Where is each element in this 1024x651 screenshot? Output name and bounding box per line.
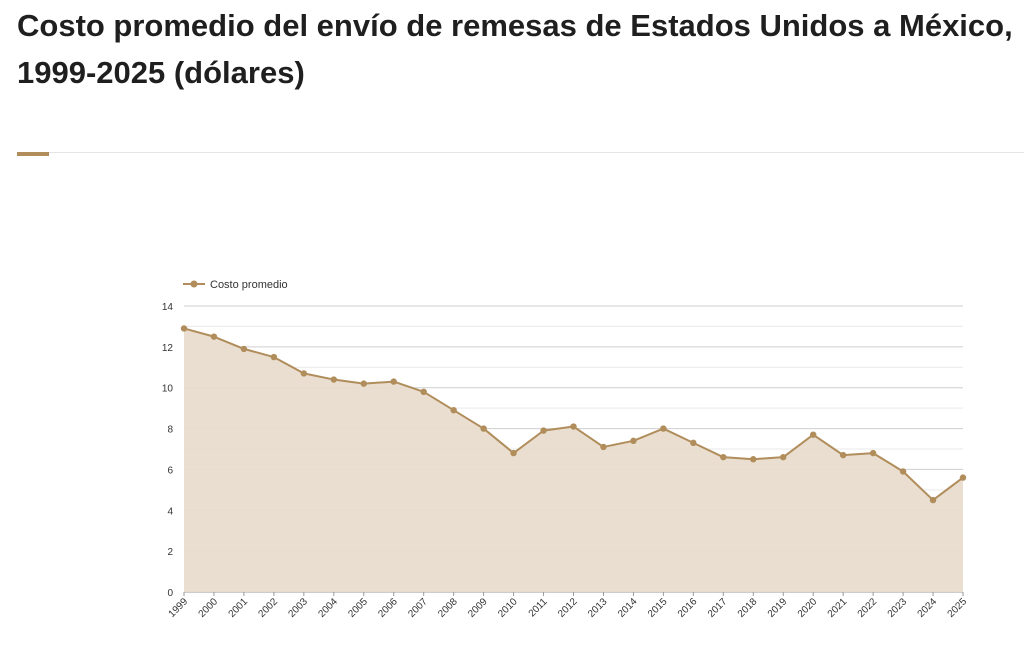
data-point-2024[interactable] — [929, 496, 937, 504]
x-tick-label: 2013 — [586, 596, 610, 620]
x-tick-label: 2020 — [796, 596, 820, 620]
data-point-2021[interactable] — [839, 451, 847, 459]
x-tick-label: 2015 — [646, 596, 670, 620]
x-tick-label: 2003 — [286, 596, 310, 620]
data-point-2020[interactable] — [809, 431, 817, 438]
data-point-2022[interactable] — [869, 449, 877, 457]
y-tick-label: 2 — [167, 547, 173, 558]
data-point-2007[interactable] — [420, 388, 427, 395]
page-title: Costo promedio del envío de remesas de E… — [17, 8, 1013, 90]
legend-swatch-marker — [190, 280, 198, 288]
x-tick-label: 2001 — [227, 596, 251, 620]
data-point-2003[interactable] — [300, 370, 308, 377]
x-tick-label: 2002 — [256, 596, 280, 620]
data-point-2013[interactable] — [600, 443, 607, 451]
data-point-2018[interactable] — [750, 456, 757, 463]
data-point-2010[interactable] — [510, 449, 517, 457]
y-tick-label: 14 — [162, 302, 174, 313]
x-tick-label: 2022 — [856, 596, 880, 620]
y-tick-label: 6 — [167, 465, 173, 476]
data-point-2004[interactable] — [330, 376, 338, 383]
chart-area-layer — [180, 325, 967, 592]
x-tick-label: 2009 — [466, 596, 490, 620]
y-tick-label: 12 — [162, 343, 174, 354]
header-divider — [17, 152, 1024, 153]
data-point-2011[interactable] — [540, 427, 547, 434]
data-point-2014[interactable] — [630, 437, 637, 445]
data-point-1999[interactable] — [180, 325, 188, 332]
data-point-2012[interactable] — [570, 423, 577, 430]
data-point-2015[interactable] — [660, 425, 667, 432]
x-tick-label: 2007 — [406, 596, 430, 620]
x-tick-label: 2024 — [916, 596, 940, 620]
series-area-fill — [184, 328, 963, 592]
title-accent-bar — [17, 152, 49, 156]
data-point-2001[interactable] — [240, 345, 248, 353]
x-tick-label: 2011 — [527, 596, 550, 619]
legend-label: Costo promedio — [210, 279, 288, 291]
y-tick-label: 8 — [167, 425, 173, 436]
x-tick-label: 2008 — [436, 596, 460, 620]
data-point-2019[interactable] — [780, 453, 787, 461]
x-tick-label: 2025 — [946, 596, 970, 620]
y-tick-label: 10 — [162, 384, 174, 395]
data-point-2005[interactable] — [360, 380, 367, 387]
data-point-2008[interactable] — [450, 406, 457, 414]
x-tick-label: 2019 — [766, 596, 790, 620]
x-tick-label: 2012 — [556, 596, 580, 620]
y-tick-label: 4 — [167, 506, 173, 517]
x-tick-label: 2018 — [736, 596, 760, 620]
x-tick-label: 2017 — [706, 596, 730, 620]
x-tick-label: 1999 — [167, 596, 191, 620]
chart-legend[interactable]: Costo promedio — [183, 279, 288, 291]
x-tick-label: 2005 — [346, 596, 370, 620]
data-point-2009[interactable] — [480, 425, 487, 432]
data-point-2023[interactable] — [899, 468, 907, 475]
data-point-2006[interactable] — [390, 378, 397, 385]
y-tick-label: 0 — [167, 588, 173, 599]
data-point-2016[interactable] — [690, 439, 697, 447]
x-tick-label: 2016 — [676, 596, 700, 620]
data-point-2002[interactable] — [270, 353, 278, 361]
data-point-2025[interactable] — [959, 474, 967, 481]
x-tick-label: 2000 — [197, 596, 221, 620]
x-tick-label: 2023 — [886, 596, 910, 620]
x-tick-label: 2014 — [616, 596, 640, 620]
x-tick-label: 2004 — [316, 596, 340, 620]
x-tick-label: 2010 — [496, 596, 520, 620]
x-tick-label: 2006 — [376, 596, 400, 620]
x-tick-label: 2021 — [826, 596, 850, 620]
data-point-2017[interactable] — [720, 453, 727, 461]
data-point-2000[interactable] — [210, 333, 218, 340]
